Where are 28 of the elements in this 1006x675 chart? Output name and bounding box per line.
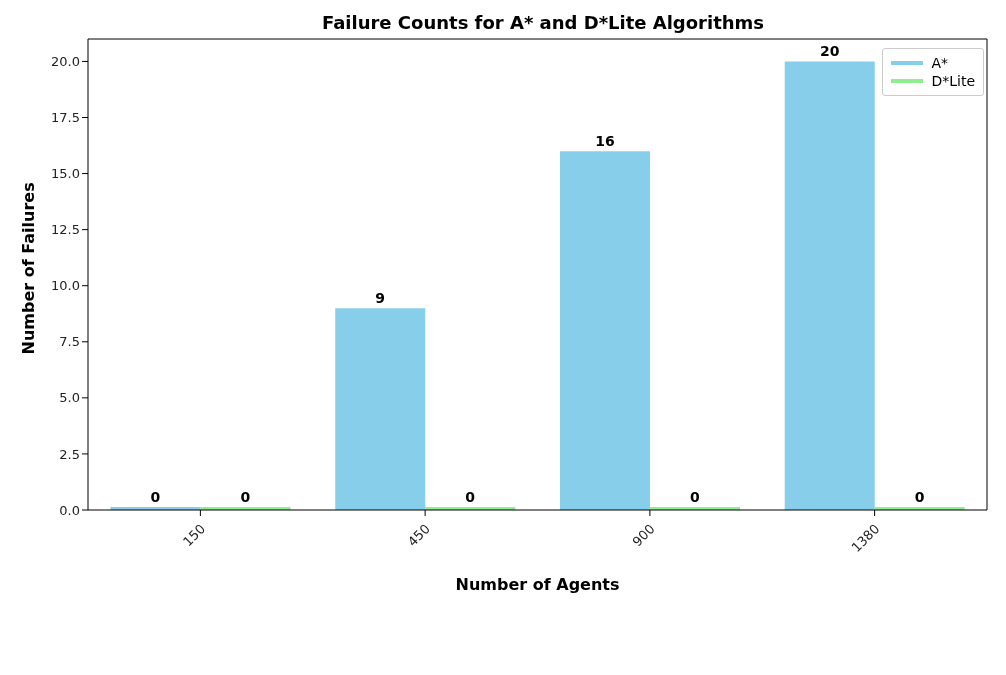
y-tick-label: 7.5 — [59, 334, 80, 350]
y-tick-label: 17.5 — [51, 110, 80, 126]
x-tick-label: 450 — [404, 521, 433, 550]
bar — [784, 61, 875, 510]
y-tick-label: 12.5 — [51, 222, 80, 238]
data-label: 0 — [150, 489, 161, 505]
y-tick-label: 15.0 — [51, 166, 80, 182]
y-axis-title: Number of Failures — [18, 182, 38, 355]
x-tick-label: 900 — [629, 521, 658, 550]
y-tick-label: 0.0 — [59, 502, 80, 518]
y-tick-label: 2.5 — [59, 446, 80, 462]
data-label: 0 — [690, 489, 701, 505]
x-tick-label: 150 — [179, 521, 209, 550]
data-label: 9 — [375, 290, 386, 307]
chart-title: Failure Counts for A* and D*Lite Algorithms — [320, 12, 766, 33]
x-axis-title: Number of Agents — [455, 575, 620, 594]
bar — [335, 308, 426, 510]
data-label: 0 — [914, 489, 925, 505]
y-tick-label: 10.0 — [51, 278, 80, 294]
y-tick-label: 5.0 — [59, 390, 80, 406]
y-tick-label: 20.0 — [51, 54, 80, 70]
legend-label: D*Lite — [931, 73, 975, 89]
data-label: 20 — [819, 43, 840, 60]
legend-label: A* — [931, 55, 948, 71]
bar — [559, 151, 650, 510]
data-label: 0 — [240, 489, 251, 505]
data-label: 16 — [595, 133, 615, 150]
data-label: 0 — [465, 489, 476, 505]
